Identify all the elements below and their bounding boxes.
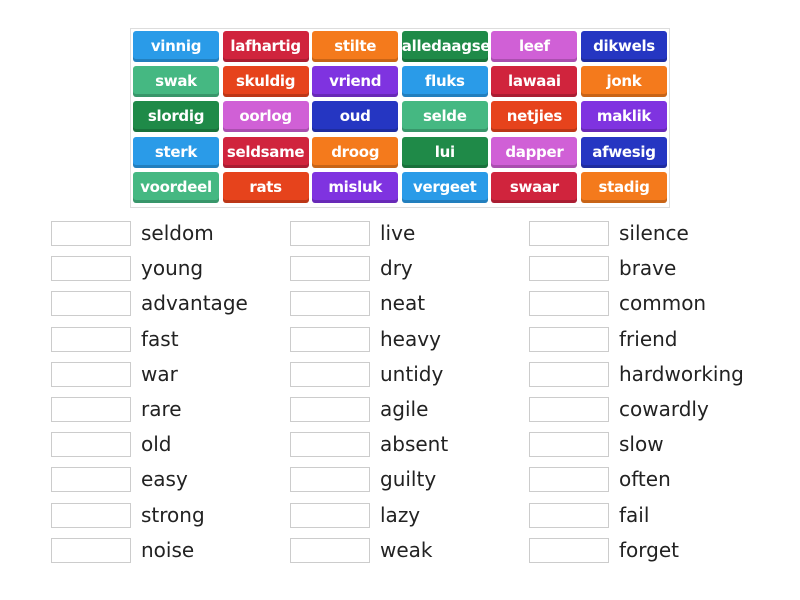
drop-slot[interactable]: [290, 537, 370, 563]
drop-slot[interactable]: [529, 502, 609, 528]
drop-slot[interactable]: [290, 361, 370, 387]
word-tile[interactable]: lafhartig: [222, 31, 309, 62]
clue-word: fail: [619, 502, 650, 527]
drop-slot[interactable]: [51, 467, 131, 493]
drop-slot[interactable]: [290, 432, 370, 458]
drop-slot[interactable]: [51, 397, 131, 422]
word-bank: vinnig lafhartig stilte alledaagse leef dikwe…: [130, 28, 670, 208]
drop-slot[interactable]: [529, 256, 609, 282]
word-tile[interactable]: stilte: [312, 31, 399, 62]
word-tile[interactable]: alledaagse: [401, 31, 488, 62]
clue-word: easy: [141, 467, 188, 492]
drop-slot[interactable]: [290, 467, 370, 493]
drop-slot[interactable]: [290, 502, 370, 528]
drop-slot[interactable]: [529, 361, 609, 387]
drop-slot[interactable]: [529, 432, 609, 458]
word-tile[interactable]: afwesig: [581, 136, 667, 168]
clue-word: live: [380, 221, 416, 245]
clue-word: fast: [141, 326, 179, 351]
clue-word: hardworking: [619, 361, 744, 386]
word-tile[interactable]: vergeet: [401, 171, 488, 203]
word-tile[interactable]: vriend: [312, 66, 399, 98]
word-tile[interactable]: misluk: [312, 171, 399, 203]
clue-word: often: [619, 467, 671, 492]
clue-word: slow: [619, 432, 664, 457]
clue-word: common: [619, 291, 707, 316]
drop-slot[interactable]: [290, 256, 370, 282]
word-tile[interactable]: voordeel: [133, 171, 219, 203]
word-tile[interactable]: jonk: [581, 66, 667, 98]
word-tile[interactable]: fluks: [401, 66, 488, 98]
word-tile[interactable]: oud: [312, 101, 399, 133]
clue-word: noise: [141, 537, 195, 562]
drop-slot[interactable]: [529, 397, 609, 422]
clue-word: forget: [619, 537, 679, 562]
word-tile[interactable]: oorlog: [222, 101, 309, 133]
clue-word: heavy: [380, 326, 441, 351]
clue-word: brave: [619, 256, 677, 281]
drop-slot[interactable]: [529, 537, 609, 563]
drop-slot[interactable]: [290, 397, 370, 422]
clue-word: neat: [380, 291, 426, 316]
clue-word: seldom: [141, 221, 214, 245]
word-tile[interactable]: maklik: [581, 101, 667, 133]
word-tile[interactable]: selde: [401, 101, 488, 133]
word-tile[interactable]: dikwels: [581, 31, 667, 62]
word-tile[interactable]: droog: [312, 136, 399, 168]
drop-slot[interactable]: [529, 326, 609, 352]
clue-word: weak: [380, 537, 433, 562]
drop-slot[interactable]: [290, 291, 370, 317]
word-tile[interactable]: stadig: [581, 171, 667, 203]
word-tile[interactable]: swaar: [491, 171, 578, 203]
clue-word: absent: [380, 432, 449, 457]
drop-slot[interactable]: [51, 221, 131, 246]
clue-word: young: [141, 256, 204, 281]
drop-slot[interactable]: [529, 467, 609, 493]
word-tile[interactable]: swak: [133, 66, 219, 98]
word-tile[interactable]: dapper: [491, 136, 578, 168]
word-tile[interactable]: sterk: [133, 136, 219, 168]
clue-word: old: [141, 432, 172, 457]
word-tile[interactable]: slordig: [133, 101, 219, 133]
drop-slot[interactable]: [51, 361, 131, 387]
word-tile[interactable]: seldsame: [222, 136, 309, 168]
clue-word: war: [141, 361, 178, 386]
drop-slot[interactable]: [290, 221, 370, 246]
clue-word: guilty: [380, 467, 437, 492]
word-tile[interactable]: leef: [491, 31, 578, 62]
drop-slot[interactable]: [290, 326, 370, 352]
clue-word: lazy: [380, 502, 421, 527]
word-tile[interactable]: netjies: [491, 101, 578, 133]
drop-slot[interactable]: [529, 221, 609, 246]
clue-word: dry: [380, 256, 413, 281]
drop-slot[interactable]: [529, 291, 609, 317]
word-tile[interactable]: vinnig: [133, 31, 219, 62]
word-tile[interactable]: skuldig: [222, 66, 309, 98]
drop-slot[interactable]: [51, 432, 131, 458]
clue-word: silence: [619, 221, 689, 245]
word-tile[interactable]: rats: [222, 171, 309, 203]
clue-word: strong: [141, 502, 205, 527]
word-tile[interactable]: lawaai: [491, 66, 578, 98]
word-tile[interactable]: lui: [401, 136, 488, 168]
clue-word: cowardly: [619, 397, 709, 421]
drop-slot[interactable]: [51, 291, 131, 317]
clue-word: advantage: [141, 291, 248, 316]
clue-word: untidy: [380, 361, 444, 386]
drop-slot[interactable]: [51, 256, 131, 282]
drop-slot[interactable]: [51, 502, 131, 528]
clue-word: rare: [141, 397, 182, 421]
drop-slot[interactable]: [51, 326, 131, 352]
drop-slot[interactable]: [51, 537, 131, 563]
clue-word: agile: [380, 397, 429, 421]
clue-word: friend: [619, 326, 678, 351]
